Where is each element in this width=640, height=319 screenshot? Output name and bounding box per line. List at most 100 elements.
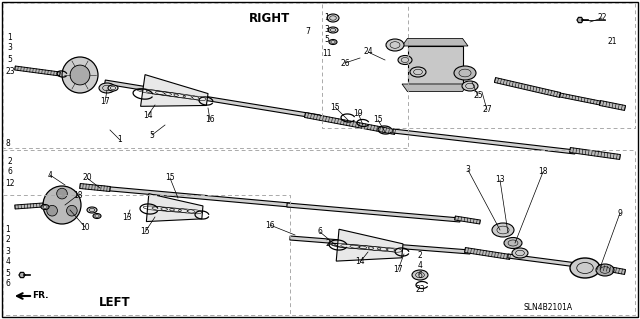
Polygon shape — [80, 183, 110, 191]
Polygon shape — [290, 236, 470, 254]
Polygon shape — [287, 203, 460, 222]
Text: 5: 5 — [150, 130, 154, 139]
Text: 20: 20 — [82, 174, 92, 182]
Text: SLN4B2101A: SLN4B2101A — [524, 303, 573, 313]
Text: 14: 14 — [355, 257, 365, 266]
Polygon shape — [600, 100, 625, 110]
Text: 11: 11 — [323, 48, 332, 57]
Polygon shape — [336, 229, 403, 261]
Polygon shape — [559, 93, 600, 105]
Text: 6: 6 — [6, 279, 10, 288]
Text: 2: 2 — [326, 240, 330, 249]
Polygon shape — [402, 38, 468, 46]
Ellipse shape — [99, 83, 115, 93]
Ellipse shape — [512, 248, 528, 258]
Text: 5: 5 — [324, 35, 330, 44]
Text: 1: 1 — [324, 13, 330, 23]
Ellipse shape — [596, 264, 614, 276]
Ellipse shape — [386, 39, 404, 51]
Text: 18: 18 — [73, 190, 83, 199]
Ellipse shape — [329, 40, 337, 44]
Text: 4: 4 — [417, 262, 422, 271]
Ellipse shape — [108, 85, 118, 91]
Ellipse shape — [328, 27, 338, 33]
Text: 1: 1 — [8, 33, 12, 41]
Polygon shape — [393, 129, 575, 154]
Ellipse shape — [410, 67, 426, 77]
Circle shape — [47, 205, 58, 216]
Text: 3: 3 — [324, 25, 330, 33]
Text: 3: 3 — [8, 43, 12, 53]
Text: 6: 6 — [417, 271, 422, 280]
Text: 15: 15 — [165, 174, 175, 182]
Polygon shape — [305, 113, 396, 134]
Polygon shape — [495, 78, 561, 97]
Circle shape — [57, 188, 67, 199]
Text: 8: 8 — [6, 138, 10, 147]
Polygon shape — [402, 84, 468, 92]
Polygon shape — [465, 248, 510, 259]
Polygon shape — [15, 203, 43, 209]
Ellipse shape — [93, 213, 101, 219]
Text: 25: 25 — [473, 92, 483, 100]
Text: 24: 24 — [363, 48, 373, 56]
Text: 2: 2 — [6, 235, 10, 244]
Text: 21: 21 — [607, 38, 617, 47]
Text: 2: 2 — [8, 158, 12, 167]
Polygon shape — [570, 147, 620, 160]
Text: 13: 13 — [122, 213, 132, 222]
Ellipse shape — [462, 81, 478, 91]
Text: 27: 27 — [482, 106, 492, 115]
Text: 23: 23 — [5, 68, 15, 77]
Text: 1: 1 — [118, 136, 122, 145]
Circle shape — [67, 205, 77, 216]
Text: 12: 12 — [5, 179, 15, 188]
Text: FR.: FR. — [32, 292, 48, 300]
Text: 6: 6 — [8, 167, 12, 176]
Polygon shape — [100, 186, 290, 207]
Ellipse shape — [87, 207, 97, 213]
Text: 3: 3 — [465, 166, 470, 174]
Polygon shape — [141, 75, 208, 106]
Text: 17: 17 — [100, 98, 110, 107]
Polygon shape — [105, 80, 321, 119]
Text: 23: 23 — [415, 286, 425, 294]
Text: RIGHT: RIGHT — [250, 11, 291, 25]
Text: 19: 19 — [353, 108, 363, 117]
Ellipse shape — [492, 223, 514, 237]
Polygon shape — [15, 66, 60, 76]
Polygon shape — [598, 264, 625, 274]
Text: 5: 5 — [6, 269, 10, 278]
Text: 13: 13 — [495, 175, 505, 184]
Text: 15: 15 — [140, 227, 150, 236]
Text: 3: 3 — [6, 247, 10, 256]
Text: 14: 14 — [143, 110, 153, 120]
Ellipse shape — [412, 270, 428, 280]
Ellipse shape — [454, 66, 476, 80]
Ellipse shape — [327, 14, 339, 22]
Polygon shape — [577, 18, 583, 23]
Polygon shape — [454, 216, 480, 224]
Text: 6: 6 — [317, 227, 323, 236]
Text: 5: 5 — [8, 55, 12, 63]
Ellipse shape — [398, 56, 412, 64]
Polygon shape — [19, 272, 25, 278]
Text: 2: 2 — [418, 251, 422, 261]
Polygon shape — [147, 194, 203, 222]
Text: 1: 1 — [6, 226, 10, 234]
Polygon shape — [508, 254, 600, 270]
Text: 16: 16 — [265, 220, 275, 229]
Text: 17: 17 — [393, 265, 403, 275]
Text: 22: 22 — [597, 13, 607, 23]
Ellipse shape — [570, 258, 600, 278]
Ellipse shape — [504, 238, 522, 249]
Text: 26: 26 — [340, 58, 350, 68]
Polygon shape — [408, 46, 463, 84]
Text: 4: 4 — [6, 257, 10, 266]
Ellipse shape — [41, 204, 49, 210]
Circle shape — [62, 57, 98, 93]
Text: 15: 15 — [373, 115, 383, 124]
Text: 7: 7 — [305, 27, 310, 36]
Text: 9: 9 — [618, 209, 623, 218]
Circle shape — [70, 65, 90, 85]
